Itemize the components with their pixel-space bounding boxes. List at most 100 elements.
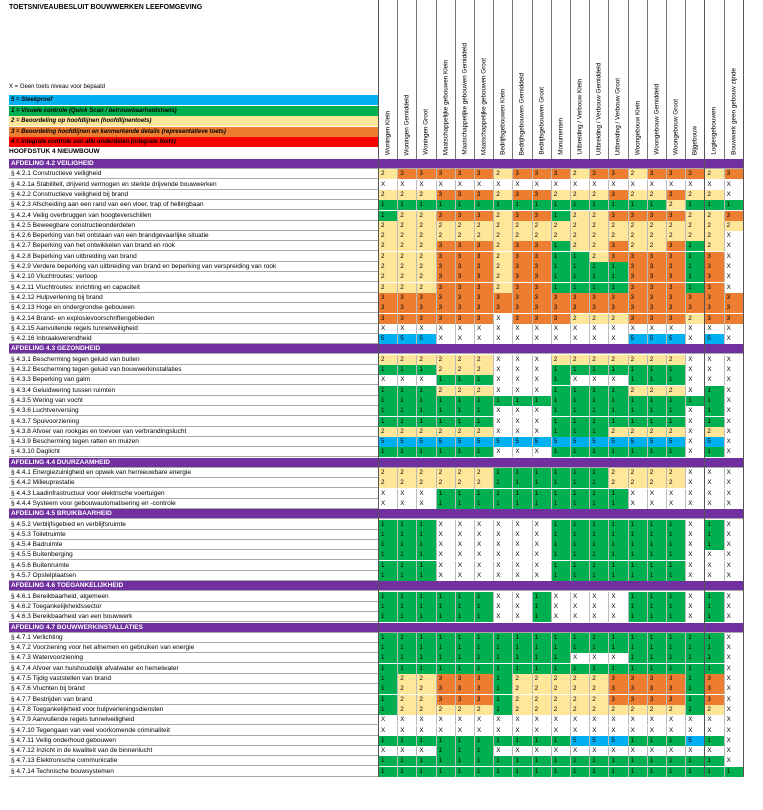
table-cell: 2 — [397, 354, 417, 365]
column-header-label: Uitbreiding / Verbouw Klein — [576, 79, 584, 155]
table-cell: 1 — [704, 756, 724, 767]
table-cell: 2 — [550, 684, 570, 695]
table-row: § 4.3.2 Bescherming tegen geluid van bou… — [9, 365, 743, 375]
table-cell: 1 — [704, 540, 724, 551]
table-cell: 2 — [685, 189, 705, 200]
table-cell: 2 — [608, 313, 628, 324]
table-cell: 3 — [704, 674, 724, 684]
table-cell: 1 — [550, 653, 570, 664]
table-cell: 2 — [704, 169, 724, 180]
table-row: § 4.7.4 Afvoer van huishoudelijk afvalwa… — [9, 663, 743, 674]
table-cell: 3 — [666, 303, 686, 314]
column-header-label: Bijgebouw — [691, 125, 699, 155]
table-cell: 3 — [646, 282, 666, 293]
table-cell: X — [454, 725, 474, 736]
table-cell: 1 — [608, 529, 628, 540]
table-cell: 1 — [493, 498, 513, 509]
table-row: § 4.2.14 Brand- en explosievoorschriften… — [9, 313, 743, 324]
table-row: § 4.2.3 Afscheiding aan een rand van een… — [9, 200, 743, 211]
row-label: § 4.4.1 Energiezuinigheid en opwek van h… — [11, 469, 191, 476]
table-cell: X — [474, 550, 494, 561]
table-cell: 2 — [704, 189, 724, 200]
table-cell: 1 — [416, 447, 436, 458]
table-cell: 1 — [646, 663, 666, 674]
row-label: § 4.7.10 Tegengaan van veel voorkomende … — [11, 726, 170, 734]
table-cell: X — [531, 571, 551, 581]
table-cell: 1 — [627, 560, 647, 571]
table-cell: 3 — [474, 241, 494, 252]
table-cell: X — [531, 725, 551, 736]
table-cell: 2 — [589, 251, 609, 262]
table-cell: 2 — [474, 426, 494, 437]
table-cell: 3 — [454, 674, 474, 684]
table-cell: 1 — [570, 200, 590, 211]
table-cell: 3 — [474, 303, 494, 314]
table-cell: X — [666, 179, 686, 190]
table-cell: 2 — [646, 478, 666, 489]
table-cell: 1 — [397, 643, 417, 654]
table-cell: X — [723, 612, 743, 623]
legend-item: 1 = Visuele controle (Quick Scan / betro… — [9, 105, 379, 116]
table-cell: 1 — [666, 571, 686, 581]
table-cell: 3 — [589, 169, 609, 180]
table-cell: 5 — [531, 437, 551, 448]
table-cell: 1 — [608, 663, 628, 674]
table-cell: 1 — [378, 756, 398, 767]
table-cell: 2 — [685, 210, 705, 221]
table-cell: 2 — [378, 272, 398, 283]
table-cell: 1 — [570, 498, 590, 509]
row-label: § 4.7.14 Technische bouwsystemen — [11, 767, 114, 775]
row-label: § 4.7.11 Veilig onderhoud gebouwen — [11, 736, 117, 744]
table-cell: 1 — [512, 478, 532, 489]
table-cell: 3 — [435, 282, 455, 293]
table-row: § 4.2.1 Constructieve veiligheid 2 3 3 3 3 3 2 3… — [9, 169, 743, 180]
table-cell: 2 — [531, 704, 551, 715]
table-cell: X — [646, 746, 666, 757]
table-cell: 2 — [531, 684, 551, 695]
row-label: § 4.5.7 Opstelplaatsen — [11, 572, 77, 579]
table-cell: 1 — [704, 653, 724, 664]
table-cell: X — [531, 426, 551, 437]
table-cell: 1 — [493, 478, 513, 489]
table-cell: 3 — [454, 169, 474, 180]
row-label: § 4.2.5 Beweegbare constructieonderdelen — [11, 221, 135, 229]
table-cell: 3 — [474, 272, 494, 283]
table-cell: 1 — [493, 643, 513, 654]
table-cell: 2 — [493, 241, 513, 252]
table-cell: 1 — [704, 735, 724, 746]
table-cell: X — [512, 406, 532, 417]
table-cell: X — [685, 591, 705, 602]
table-cell: 1 — [531, 756, 551, 767]
table-cell: X — [723, 725, 743, 736]
row-label: § 4.5.5 Buitenberging — [11, 551, 73, 559]
table-cell: X — [608, 591, 628, 602]
table-cell: 3 — [474, 251, 494, 262]
table-cell: 3 — [608, 684, 628, 695]
table-cell: 3 — [608, 251, 628, 262]
table-cell: 2 — [589, 231, 609, 242]
table-cell: 1 — [666, 735, 686, 746]
table-cell: X — [723, 478, 743, 489]
table-cell: 2 — [397, 262, 417, 272]
table-row: § 4.2.6 Beperking van het ontstaan van e… — [9, 231, 743, 242]
row-label: § 4.2.1a Stabiliteit, drijvend vermogen … — [11, 180, 217, 188]
column-header-label: Bouwwerk geen gebouw zijnde — [730, 68, 738, 155]
table-cell: 1 — [666, 519, 686, 530]
table-cell: X — [723, 251, 743, 262]
table-cell: X — [685, 426, 705, 437]
column-header-label: Woongebouw Gemiddeld — [653, 84, 661, 155]
table-cell: X — [704, 478, 724, 489]
table-cell: 1 — [608, 550, 628, 561]
table-cell: 1 — [685, 200, 705, 211]
table-cell: 1 — [589, 200, 609, 211]
table-cell: 3 — [704, 292, 724, 303]
table-cell: X — [474, 715, 494, 726]
table-cell: 2 — [378, 231, 398, 242]
row-label: § 4.6.2 Toegankelijkheidssector — [11, 602, 102, 610]
column-header-label: Woongebouw Groot — [672, 99, 680, 155]
table-cell: 2 — [666, 220, 686, 231]
table-cell: 3 — [570, 292, 590, 303]
table-cell: 2 — [627, 468, 647, 478]
table-cell: 3 — [627, 251, 647, 262]
table-cell: 1 — [378, 674, 398, 684]
